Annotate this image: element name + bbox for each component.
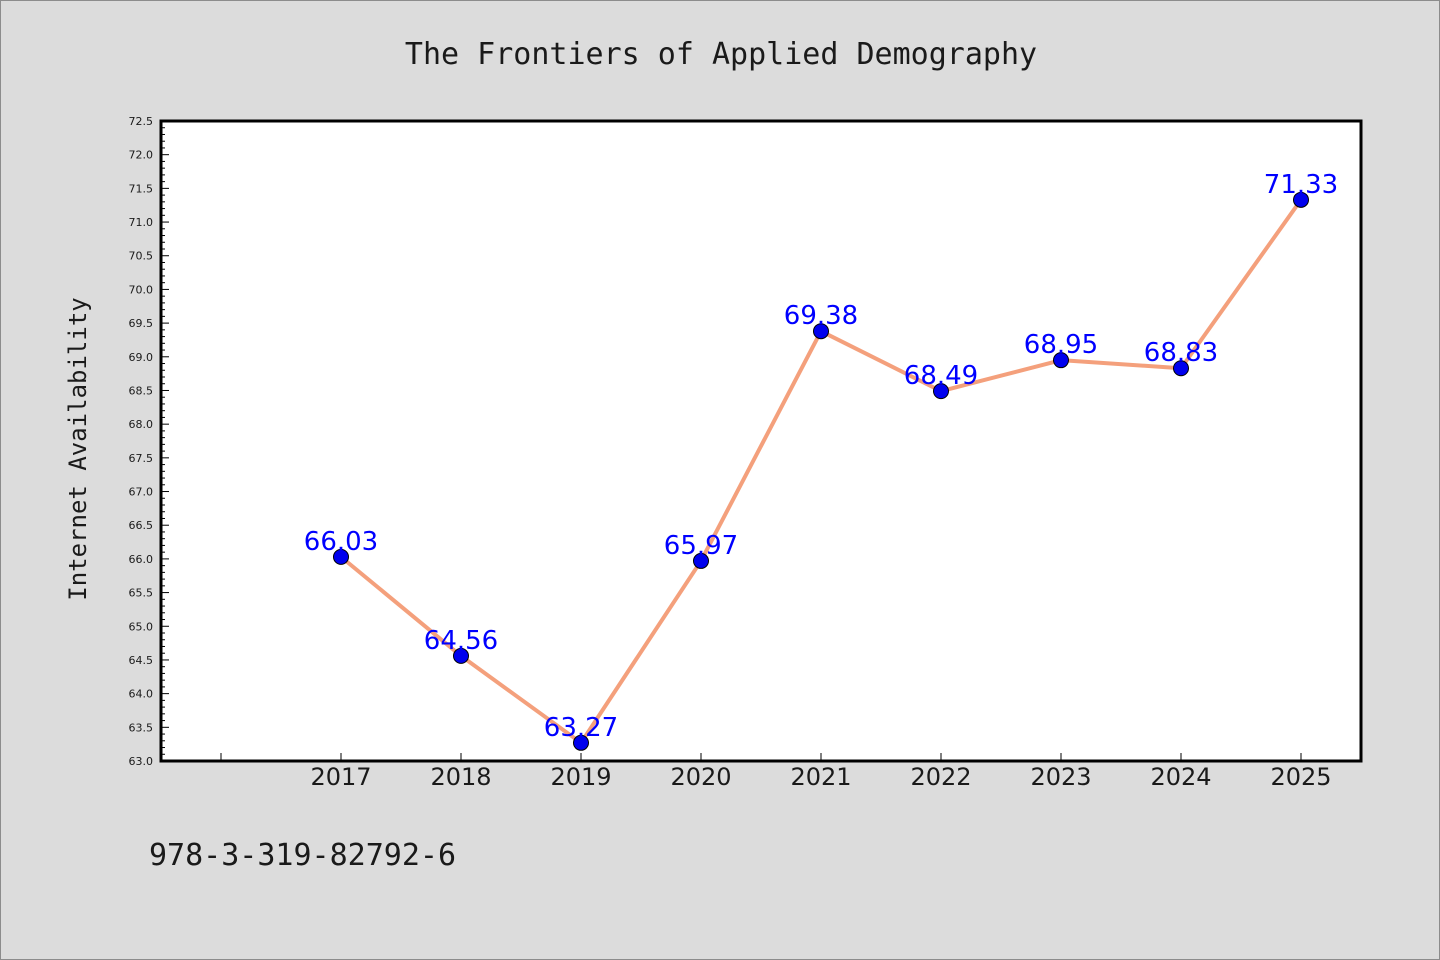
data-label: 69.38 — [784, 301, 858, 331]
data-point — [573, 734, 589, 751]
y-tick-label: 65.0 — [129, 620, 154, 633]
data-point — [1293, 191, 1309, 208]
chart-title: The Frontiers of Applied Demography — [405, 37, 1037, 72]
x-tick-label: 2020 — [670, 763, 731, 791]
isbn-text: 978-3-319-82792-6 — [149, 838, 456, 873]
data-label: 65.97 — [664, 531, 738, 561]
data-point — [1173, 360, 1189, 377]
data-label: 66.03 — [304, 527, 378, 557]
plot-frame — [159, 119, 1363, 763]
y-tick-label: 65.5 — [129, 587, 154, 600]
y-tick-label: 69.0 — [129, 351, 154, 364]
y-tick-label: 63.5 — [129, 721, 154, 734]
y-tick-label: 72.0 — [129, 149, 154, 162]
y-tick-label: 69.5 — [129, 317, 154, 330]
data-point — [453, 647, 469, 664]
data-point — [813, 323, 829, 340]
y-axis-label: Internet Availability — [64, 297, 92, 600]
y-tick-label: 63.0 — [129, 755, 154, 768]
plot-area — [161, 121, 1361, 761]
data-point — [333, 548, 349, 565]
x-tick-label: 2017 — [310, 763, 371, 791]
y-tick-label: 71.5 — [129, 182, 154, 195]
y-tick-label: 71.0 — [129, 216, 154, 229]
y-tick-label: 70.5 — [129, 250, 154, 263]
data-point — [1053, 352, 1069, 369]
data-label: 68.95 — [1024, 330, 1098, 360]
x-tick-label: 2021 — [790, 763, 851, 791]
y-tick-label: 68.5 — [129, 384, 154, 397]
y-tick-label: 66.5 — [129, 519, 154, 532]
y-tick-label: 67.0 — [129, 486, 154, 499]
y-tick-label: 64.0 — [129, 688, 154, 701]
series-group — [333, 191, 1309, 751]
data-point — [933, 383, 949, 400]
data-label: 68.49 — [904, 361, 978, 391]
data-point — [693, 552, 709, 569]
y-tick-label: 68.0 — [129, 418, 154, 431]
data-labels-group: 66.03 64.56 63.27 65.97 69.38 68.49 68.95 68.83… — [304, 170, 1338, 743]
x-tick-label: 2018 — [430, 763, 491, 791]
data-label: 63.27 — [544, 713, 618, 743]
axis-ticks: 63.0 63.5 64.0 64.5 65.0 65.5 66.0 66.5 67.0 67.5… — [129, 115, 1332, 791]
data-label: 64.56 — [424, 626, 498, 656]
y-tick-label: 70.0 — [129, 283, 154, 296]
x-tick-label: 2019 — [550, 763, 611, 791]
data-label: 68.83 — [1144, 338, 1218, 368]
x-tick-label: 2023 — [1030, 763, 1091, 791]
x-tick-label: 2024 — [1150, 763, 1211, 791]
y-tick-label: 67.5 — [129, 452, 154, 465]
x-tick-label: 2025 — [1270, 763, 1331, 791]
y-tick-label: 72.5 — [129, 115, 154, 128]
y-tick-label: 66.0 — [129, 553, 154, 566]
x-tick-label: 2022 — [910, 763, 971, 791]
data-label: 71.33 — [1264, 170, 1338, 200]
y-tick-label: 64.5 — [129, 654, 154, 667]
